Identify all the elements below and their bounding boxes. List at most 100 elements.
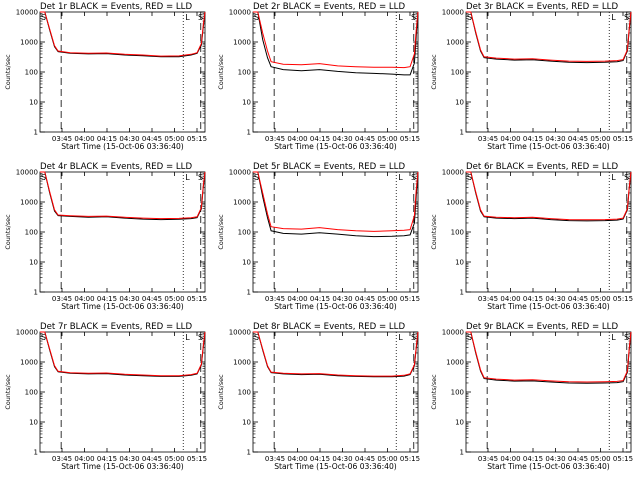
plot-frame [252, 331, 419, 453]
y-tick-label: 100 [451, 389, 464, 397]
x-tick-label: 04:45 [355, 455, 375, 463]
y-tick-label: 1000 [20, 199, 38, 207]
x-tick-label: 05:15 [187, 295, 207, 303]
y-tick-label: 1 [247, 129, 251, 137]
chart-title: Det 5r BLACK = Events, RED = LLD [253, 162, 405, 172]
y-axis-label: Counts/sec [217, 54, 225, 90]
y-tick-label: 1000 [233, 359, 251, 367]
series-events-line [466, 171, 632, 222]
corner-label-right: S [411, 13, 416, 22]
corner-label-left: S [254, 333, 259, 342]
plot-frame [465, 331, 632, 453]
x-tick-label: 03:45 [265, 295, 285, 303]
x-tick-label: 04:00 [287, 295, 307, 303]
y-tick-label: 1000 [446, 359, 464, 367]
x-axis-label: Start Time (15-Oct-06 03:36:40) [61, 462, 184, 471]
chart-panel-6: Det 6r BLACK = Events, RED = LLD 1 10 100 10… [430, 162, 633, 311]
x-tick-label: 05:15 [187, 135, 207, 143]
y-tick-label: 10 [242, 419, 251, 427]
x-axis-label: Start Time (15-Oct-06 03:36:40) [487, 302, 610, 311]
y-tick-label: 100 [238, 69, 251, 77]
y-tick-label: 1000 [233, 39, 251, 47]
x-tick-label: 05:00 [377, 455, 397, 463]
x-tick-label: 04:00 [500, 455, 520, 463]
x-tick-label: 04:45 [142, 135, 162, 143]
series-lld-line [466, 171, 632, 221]
x-tick-label: 04:15 [310, 295, 330, 303]
x-tick-label: 04:45 [355, 135, 375, 143]
x-tick-label: 04:30 [545, 455, 565, 463]
y-tick-label: 1 [460, 449, 464, 457]
plot-frame [39, 331, 206, 453]
x-tick-label: 04:00 [500, 295, 520, 303]
x-tick-label: 04:00 [287, 455, 307, 463]
series-events-line [253, 171, 419, 238]
series-events-line [40, 11, 206, 58]
corner-label-right: S [198, 13, 203, 22]
corner-label-mid: L [611, 333, 616, 342]
corner-label-right: S [624, 173, 629, 182]
y-tick-label: 10000 [229, 169, 251, 177]
chart-panel-8: Det 8r BLACK = Events, RED = LLD 1 10 100 10… [217, 322, 420, 471]
x-tick-label: 03:45 [478, 455, 498, 463]
y-tick-label: 10000 [229, 329, 251, 337]
corner-label-right: S [198, 173, 203, 182]
x-tick-label: 04:30 [332, 295, 352, 303]
y-tick-label: 10000 [16, 169, 38, 177]
x-tick-label: 03:45 [52, 295, 72, 303]
x-tick-label: 04:00 [74, 455, 94, 463]
y-axis-label: Counts/sec [4, 374, 12, 410]
series-events-line [466, 11, 632, 64]
corner-label-mid: L [611, 173, 616, 182]
x-tick-label: 04:45 [568, 295, 588, 303]
y-tick-label: 1000 [20, 39, 38, 47]
x-tick-label: 03:45 [52, 455, 72, 463]
corner-label-mid: L [185, 333, 190, 342]
series-lld-line [466, 331, 632, 383]
y-axis-label: Counts/sec [430, 374, 438, 410]
y-tick-label: 10 [455, 419, 464, 427]
x-tick-label: 05:00 [590, 135, 610, 143]
series-events-line [253, 331, 419, 378]
x-tick-label: 05:15 [187, 455, 207, 463]
x-tick-label: 04:15 [523, 455, 543, 463]
x-tick-label: 04:30 [332, 135, 352, 143]
x-tick-label: 04:00 [74, 135, 94, 143]
corner-label-left: S [254, 173, 259, 182]
y-tick-label: 10 [29, 99, 38, 107]
y-axis-label: Counts/sec [217, 374, 225, 410]
chart-title: Det 9r BLACK = Events, RED = LLD [466, 322, 618, 332]
x-tick-label: 04:15 [97, 455, 117, 463]
x-tick-label: 04:15 [310, 135, 330, 143]
chart-panel-4: Det 4r BLACK = Events, RED = LLD 1 10 100 10… [4, 162, 207, 311]
y-axis-label: Counts/sec [4, 214, 12, 250]
y-tick-label: 100 [451, 69, 464, 77]
x-axis-label: Start Time (15-Oct-06 03:36:40) [61, 302, 184, 311]
x-tick-label: 04:45 [142, 295, 162, 303]
y-tick-label: 100 [238, 389, 251, 397]
plot-frame [465, 171, 632, 293]
y-axis-label: Counts/sec [217, 214, 225, 250]
corner-label-mid: L [398, 173, 403, 182]
x-tick-label: 04:45 [568, 135, 588, 143]
x-tick-label: 03:45 [478, 295, 498, 303]
corner-label-left: S [41, 333, 46, 342]
chart-title: Det 4r BLACK = Events, RED = LLD [40, 162, 192, 172]
x-axis-label: Start Time (15-Oct-06 03:36:40) [274, 462, 397, 471]
chart-panel-1: Det 1r BLACK = Events, RED = LLD 1 10 100 10… [4, 2, 207, 151]
x-tick-label: 03:45 [265, 455, 285, 463]
corner-label-right: S [198, 333, 203, 342]
x-tick-label: 04:45 [142, 455, 162, 463]
chart-panel-7: Det 7r BLACK = Events, RED = LLD 1 10 100 10… [4, 322, 207, 471]
x-tick-label: 05:00 [164, 295, 184, 303]
x-tick-label: 05:15 [400, 455, 420, 463]
y-tick-label: 100 [451, 229, 464, 237]
y-tick-label: 1 [247, 449, 251, 457]
y-tick-label: 1000 [446, 39, 464, 47]
series-lld-line [253, 331, 419, 377]
x-tick-label: 04:30 [119, 295, 139, 303]
corner-label-left: S [467, 173, 472, 182]
x-axis-label: Start Time (15-Oct-06 03:36:40) [487, 142, 610, 151]
x-tick-label: 05:00 [164, 135, 184, 143]
